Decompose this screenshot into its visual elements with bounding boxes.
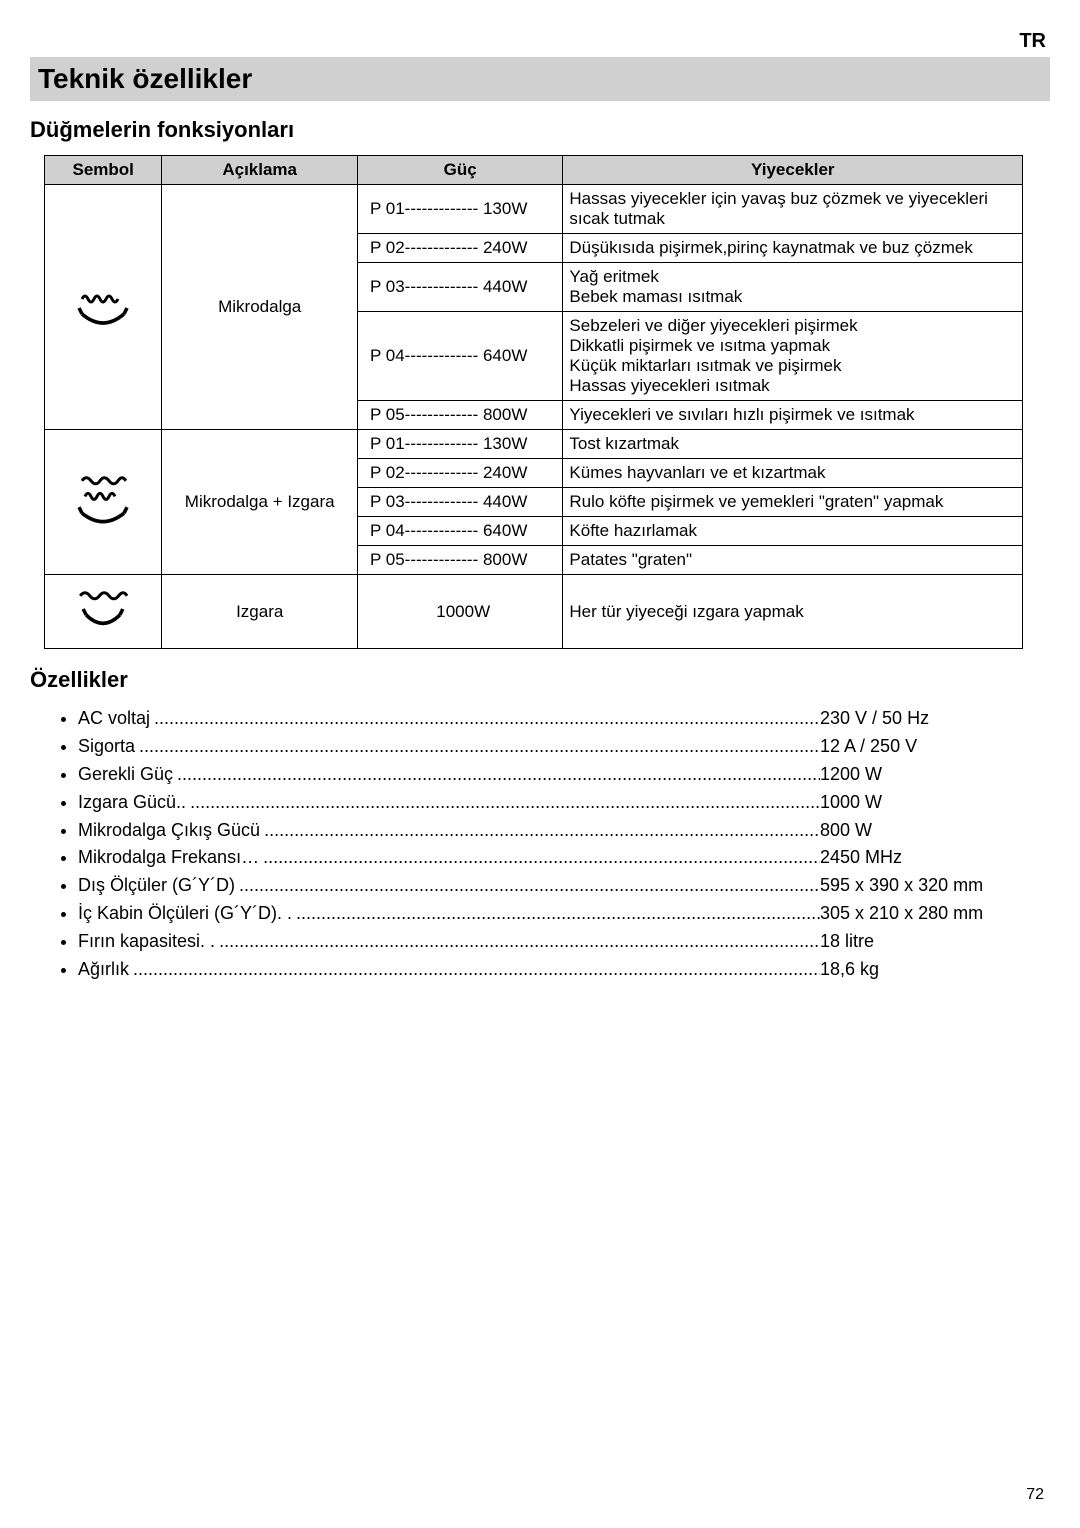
power-cell: P 03------------- 440W <box>358 488 563 517</box>
spec-value: 18,6 kg <box>820 956 1050 984</box>
power-cell: P 04------------- 640W <box>358 517 563 546</box>
functions-table: Sembol Açıklama Güç Yiyecekler Mikrodalg… <box>44 155 1023 649</box>
food-cell: Yağ eritmek Bebek maması ısıtmak <box>563 263 1023 312</box>
grill-icon <box>73 579 133 639</box>
specs-list: AC voltaj ..............................… <box>78 705 1050 984</box>
spec-dots: ........................................… <box>135 733 820 761</box>
spec-item: Mikrodalga Çıkış Gücü ..................… <box>78 817 1050 845</box>
spec-item: Dış Ölçüler (G´Y´D) ....................… <box>78 872 1050 900</box>
power-cell: P 04------------- 640W <box>358 312 563 401</box>
section-heading-functions: Düğmelerin fonksiyonları <box>30 117 1050 143</box>
spec-label: Sigorta <box>78 733 135 761</box>
table-row: MikrodalgaP 01------------- 130WHassas y… <box>45 185 1023 234</box>
power-cell: 1000W <box>358 575 563 649</box>
spec-dots: ........................................… <box>215 928 820 956</box>
spec-dots: ........................................… <box>292 900 820 928</box>
spec-dots: ........................................… <box>129 956 820 984</box>
table-row: Mikrodalga + IzgaraP 01------------- 130… <box>45 430 1023 459</box>
spec-value: 1200 W <box>820 761 1050 789</box>
power-cell: P 01------------- 130W <box>358 430 563 459</box>
food-cell: Köfte hazırlamak <box>563 517 1023 546</box>
food-cell: Patates "graten" <box>563 546 1023 575</box>
power-cell: P 02------------- 240W <box>358 459 563 488</box>
spec-label: Fırın kapasitesi. . <box>78 928 215 956</box>
food-cell: Tost kızartmak <box>563 430 1023 459</box>
desc-cell: Izgara <box>162 575 358 649</box>
food-cell: Rulo köfte pişirmek ve yemekleri "graten… <box>563 488 1023 517</box>
language-code: TR <box>30 30 1050 53</box>
col-food: Yiyecekler <box>563 156 1023 185</box>
spec-label: Izgara Gücü.. <box>78 789 186 817</box>
spec-label: Ağırlık <box>78 956 129 984</box>
page-title: Teknik özellikler <box>30 57 1050 101</box>
spec-value: 595 x 390 x 320 mm <box>820 872 1050 900</box>
symbol-cell <box>45 185 162 430</box>
spec-dots: ........................................… <box>235 872 820 900</box>
spec-item: Sigorta ................................… <box>78 733 1050 761</box>
power-cell: P 02------------- 240W <box>358 234 563 263</box>
spec-label: Dış Ölçüler (G´Y´D) <box>78 872 235 900</box>
col-symbol: Sembol <box>45 156 162 185</box>
spec-dots: ........................................… <box>150 705 820 733</box>
spec-value: 12 A / 250 V <box>820 733 1050 761</box>
symbol-cell <box>45 575 162 649</box>
col-power: Güç <box>358 156 563 185</box>
spec-dots: ........................................… <box>186 789 820 817</box>
power-cell: P 01------------- 130W <box>358 185 563 234</box>
spec-dots: ........................................… <box>259 844 820 872</box>
power-cell: P 03------------- 440W <box>358 263 563 312</box>
page-number: 72 <box>1026 1486 1044 1504</box>
food-cell: Hassas yiyecekler için yavaş buz çözmek … <box>563 185 1023 234</box>
microwave-icon <box>73 275 133 335</box>
spec-value: 2450 MHz <box>820 844 1050 872</box>
food-cell: Düşükısıda pişirmek,pirinç kaynatmak ve … <box>563 234 1023 263</box>
spec-item: Ağırlık ................................… <box>78 956 1050 984</box>
spec-value: 18 litre <box>820 928 1050 956</box>
desc-cell: Mikrodalga <box>162 185 358 430</box>
desc-cell: Mikrodalga + Izgara <box>162 430 358 575</box>
col-desc: Açıklama <box>162 156 358 185</box>
spec-item: Mikrodalga Frekansı… ...................… <box>78 844 1050 872</box>
section-heading-specs: Özellikler <box>30 667 1050 693</box>
spec-value: 305 x 210 x 280 mm <box>820 900 1050 928</box>
food-cell: Kümes hayvanları ve et kızartmak <box>563 459 1023 488</box>
spec-label: Mikrodalga Çıkış Gücü <box>78 817 260 845</box>
spec-label: Mikrodalga Frekansı… <box>78 844 259 872</box>
spec-label: Gerekli Güç <box>78 761 173 789</box>
spec-label: İç Kabin Ölçüleri (G´Y´D). . <box>78 900 292 928</box>
spec-dots: ........................................… <box>260 817 820 845</box>
power-cell: P 05------------- 800W <box>358 401 563 430</box>
spec-item: Izgara Gücü.. ..........................… <box>78 789 1050 817</box>
food-cell: Yiyecekleri ve sıvıları hızlı pişirmek v… <box>563 401 1023 430</box>
spec-value: 800 W <box>820 817 1050 845</box>
spec-item: Gerekli Güç ............................… <box>78 761 1050 789</box>
spec-item: AC voltaj ..............................… <box>78 705 1050 733</box>
food-cell: Sebzeleri ve diğer yiyecekleri pişirmek … <box>563 312 1023 401</box>
spec-label: AC voltaj <box>78 705 150 733</box>
functions-table-body: MikrodalgaP 01------------- 130WHassas y… <box>45 185 1023 649</box>
spec-value: 230 V / 50 Hz <box>820 705 1050 733</box>
spec-item: İç Kabin Ölçüleri (G´Y´D). . ...........… <box>78 900 1050 928</box>
symbol-cell <box>45 430 162 575</box>
spec-dots: ........................................… <box>173 761 820 789</box>
power-cell: P 05------------- 800W <box>358 546 563 575</box>
spec-value: 1000 W <box>820 789 1050 817</box>
table-row: Izgara1000WHer tür yiyeceği ızgara yapma… <box>45 575 1023 649</box>
food-cell: Her tür yiyeceği ızgara yapmak <box>563 575 1023 649</box>
spec-item: Fırın kapasitesi. . ....................… <box>78 928 1050 956</box>
microwave-grill-icon <box>73 470 133 530</box>
